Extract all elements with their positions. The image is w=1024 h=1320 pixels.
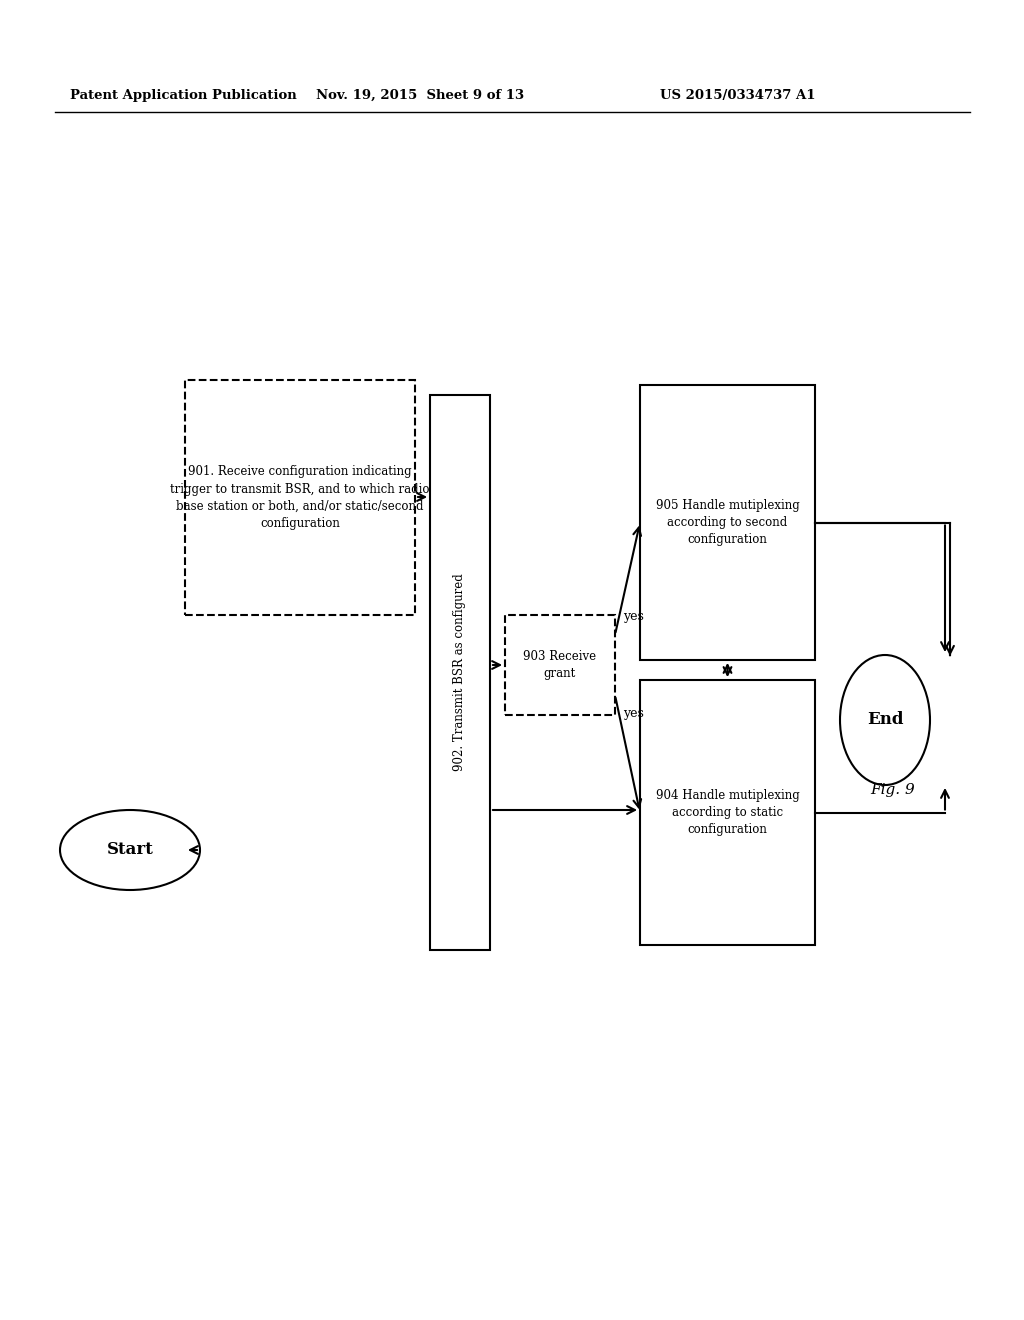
FancyBboxPatch shape <box>640 385 815 660</box>
Text: Patent Application Publication: Patent Application Publication <box>70 88 297 102</box>
Text: Nov. 19, 2015  Sheet 9 of 13: Nov. 19, 2015 Sheet 9 of 13 <box>316 88 524 102</box>
Text: 902. Transmit BSR as configured: 902. Transmit BSR as configured <box>454 574 467 771</box>
Ellipse shape <box>60 810 200 890</box>
Text: 904 Handle mutiplexing
according to static
configuration: 904 Handle mutiplexing according to stat… <box>655 789 800 836</box>
Text: Start: Start <box>106 842 154 858</box>
Text: yes: yes <box>623 610 644 623</box>
Text: End: End <box>866 711 903 729</box>
FancyBboxPatch shape <box>640 680 815 945</box>
Ellipse shape <box>840 655 930 785</box>
FancyBboxPatch shape <box>505 615 615 715</box>
Text: Fig. 9: Fig. 9 <box>870 783 914 797</box>
Text: 905 Handle mutiplexing
according to second
configuration: 905 Handle mutiplexing according to seco… <box>655 499 800 546</box>
FancyBboxPatch shape <box>185 380 415 615</box>
Text: 903 Receive
grant: 903 Receive grant <box>523 649 597 680</box>
Text: US 2015/0334737 A1: US 2015/0334737 A1 <box>660 88 815 102</box>
Text: 901. Receive configuration indicating
trigger to transmit BSR, and to which radi: 901. Receive configuration indicating tr… <box>170 466 430 529</box>
FancyBboxPatch shape <box>430 395 490 950</box>
Text: yes: yes <box>623 708 644 719</box>
